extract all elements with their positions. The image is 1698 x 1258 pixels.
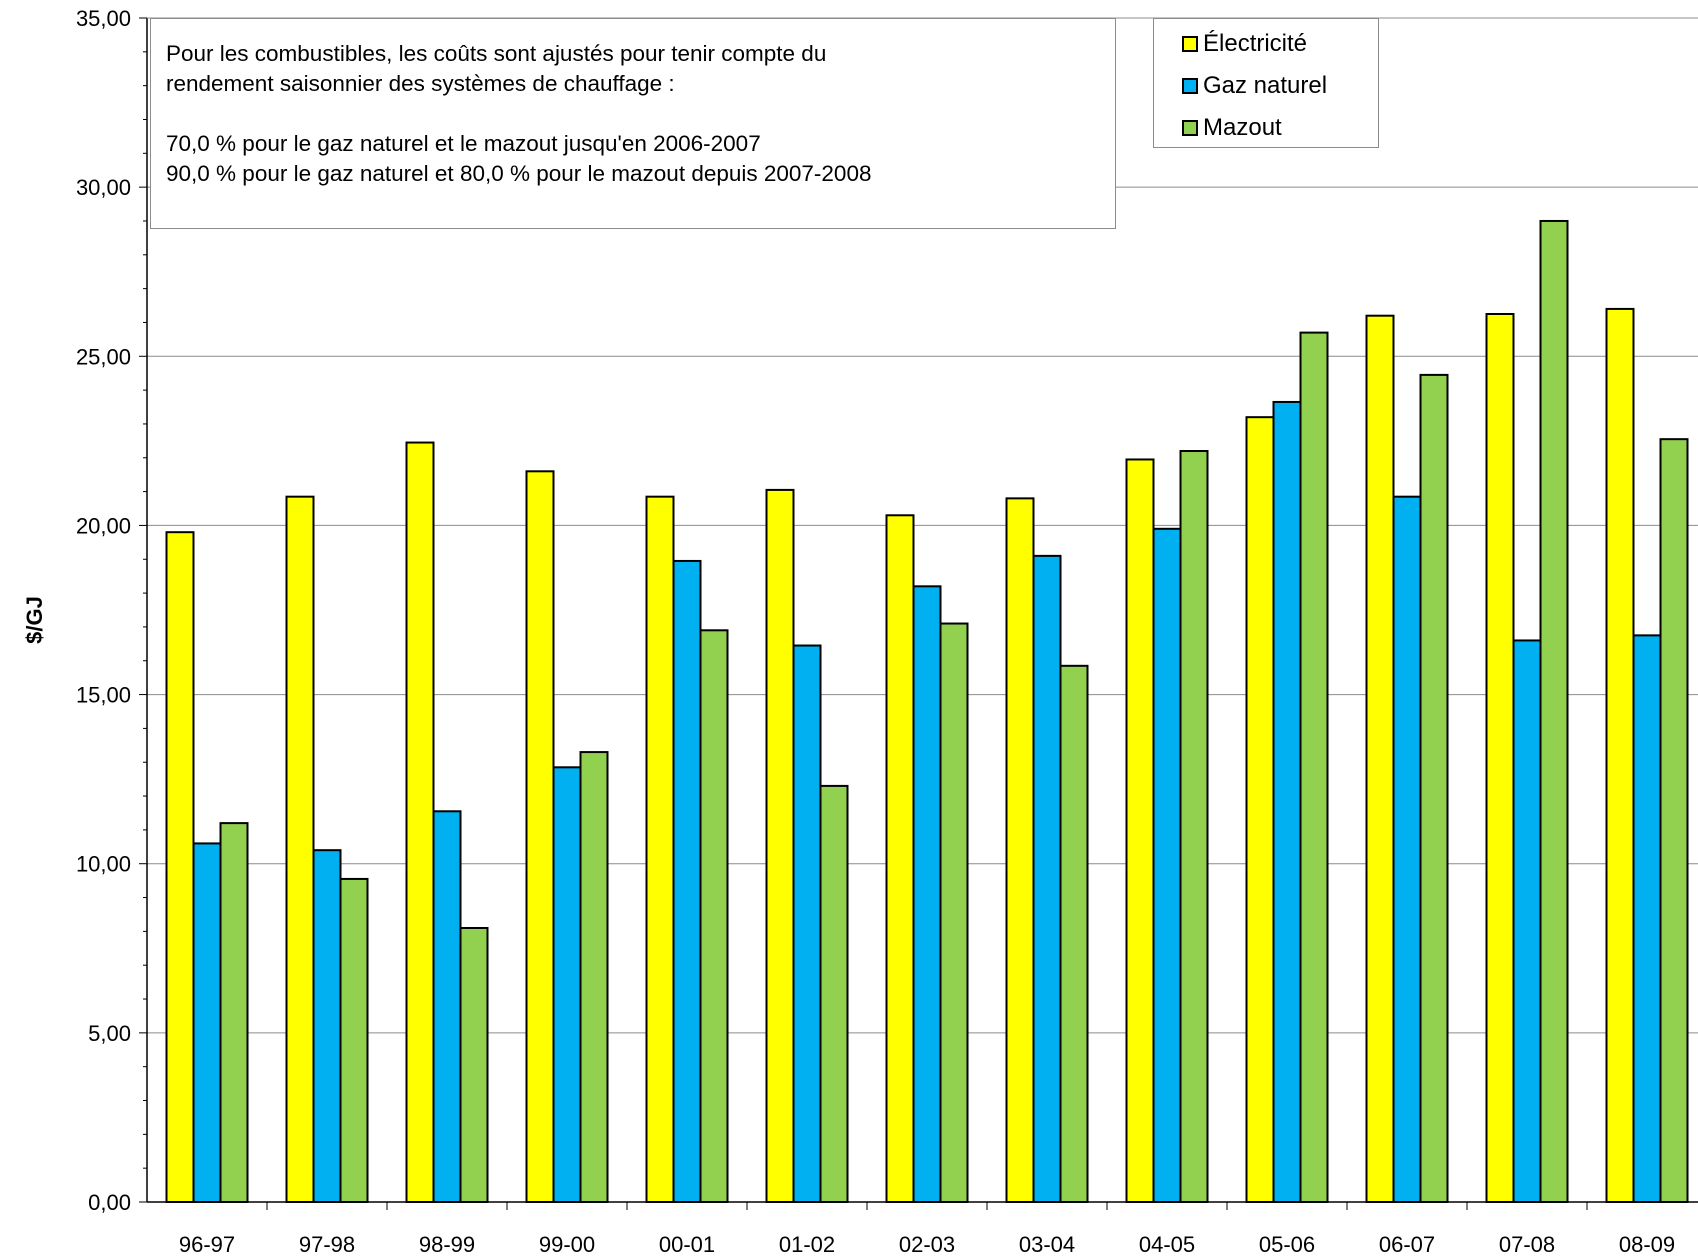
bar xyxy=(645,495,675,1204)
x-tick-label: 99-00 xyxy=(539,1232,595,1257)
legend: Électricité Gaz naturel Mazout xyxy=(1153,18,1379,148)
bar xyxy=(552,766,582,1203)
bar xyxy=(219,822,249,1203)
bar xyxy=(192,842,222,1203)
annotation-box: Pour les combustibles, les coûts sont aj… xyxy=(150,18,1116,229)
bar xyxy=(1125,458,1155,1204)
bar xyxy=(1365,314,1395,1204)
legend-item-electricite: Électricité xyxy=(1154,23,1378,65)
bar xyxy=(792,644,822,1203)
x-tick-label: 07-08 xyxy=(1499,1232,1555,1257)
y-tick-label: 20,00 xyxy=(76,513,131,538)
bar xyxy=(819,784,849,1203)
bar xyxy=(432,810,462,1204)
bar xyxy=(1659,438,1689,1203)
legend-swatch-gaz-naturel xyxy=(1182,78,1198,94)
bar xyxy=(312,849,342,1203)
bar xyxy=(1032,554,1062,1203)
x-tick-label: 03-04 xyxy=(1019,1232,1075,1257)
y-tick-label: 15,00 xyxy=(76,683,131,708)
bar xyxy=(1512,639,1542,1203)
x-tick-label: 08-09 xyxy=(1619,1232,1675,1257)
x-tick-label: 01-02 xyxy=(779,1232,835,1257)
bar xyxy=(579,751,609,1204)
x-tick-label: 96-97 xyxy=(179,1232,235,1257)
x-tick-label: 04-05 xyxy=(1139,1232,1195,1257)
bar xyxy=(1272,400,1302,1203)
bar xyxy=(699,629,729,1203)
bar xyxy=(339,877,369,1203)
y-tick-labels: 0,00 5,00 10,00 15,00 20,00 25,00 30,00 35,00 xyxy=(76,6,131,1215)
y-tick-label: 35,00 xyxy=(76,6,131,31)
bar xyxy=(1485,313,1515,1203)
bar xyxy=(1299,331,1329,1203)
bar xyxy=(1059,664,1089,1203)
bar xyxy=(1179,450,1209,1203)
bar xyxy=(765,488,795,1203)
bar xyxy=(1605,307,1635,1203)
legend-swatch-electricite xyxy=(1182,36,1198,52)
bar xyxy=(885,514,915,1203)
legend-item-gaz-naturel: Gaz naturel xyxy=(1154,65,1378,107)
annotation-line-1: Pour les combustibles, les coûts sont aj… xyxy=(166,41,827,66)
bar xyxy=(1539,219,1569,1203)
x-tick-label: 97-98 xyxy=(299,1232,355,1257)
annotation-line-4: 90,0 % pour le gaz naturel et 80,0 % pou… xyxy=(166,161,872,186)
annotation-line-2: rendement saisonnier des systèmes de cha… xyxy=(166,71,675,96)
bar xyxy=(525,470,555,1203)
legend-label-mazout: Mazout xyxy=(1203,114,1282,141)
legend-label-gaz-naturel: Gaz naturel xyxy=(1203,72,1328,99)
x-tick-label: 05-06 xyxy=(1259,1232,1315,1257)
x-tick-labels: 96-97 97-98 98-99 99-00 00-01 01-02 02-03 03-04… xyxy=(179,1232,1675,1257)
x-tick-label: 06-07 xyxy=(1379,1232,1435,1257)
y-tick-label: 10,00 xyxy=(76,852,131,877)
x-tick-label: 98-99 xyxy=(419,1232,475,1257)
bars xyxy=(165,219,1689,1204)
y-tick-label: 25,00 xyxy=(76,344,131,369)
bar xyxy=(1152,527,1182,1203)
y-tick-label: 5,00 xyxy=(88,1021,131,1046)
annotation-line-3: 70,0 % pour le gaz naturel et le mazout … xyxy=(166,131,761,156)
bar xyxy=(672,559,702,1203)
bar xyxy=(1632,634,1662,1203)
bar xyxy=(459,926,489,1203)
bar xyxy=(939,622,969,1203)
bar xyxy=(1005,497,1035,1203)
y-axis-label: $/GJ xyxy=(22,596,47,644)
legend-item-mazout: Mazout xyxy=(1154,107,1378,149)
bar xyxy=(405,441,435,1203)
y-tick-label: 0,00 xyxy=(88,1190,131,1215)
bar xyxy=(912,585,942,1203)
bar xyxy=(1245,416,1275,1204)
bar xyxy=(1419,373,1449,1203)
x-tick-label: 00-01 xyxy=(659,1232,715,1257)
bar xyxy=(1392,495,1422,1204)
bar xyxy=(285,495,315,1204)
bar xyxy=(165,531,195,1203)
y-tick-label: 30,00 xyxy=(76,175,131,200)
legend-label-electricite: Électricité xyxy=(1203,30,1308,57)
legend-swatch-mazout xyxy=(1182,120,1198,136)
x-tick-label: 02-03 xyxy=(899,1232,955,1257)
